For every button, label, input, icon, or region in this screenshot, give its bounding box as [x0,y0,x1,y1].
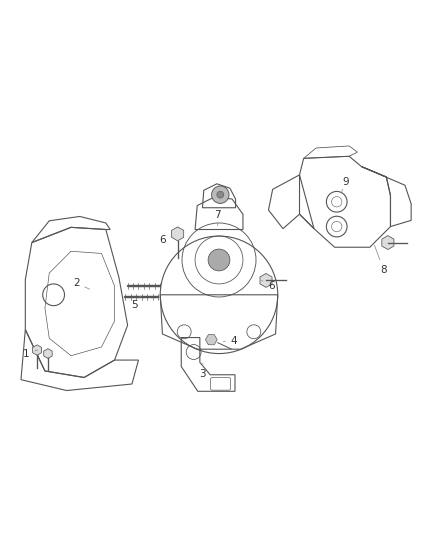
Text: 6: 6 [261,280,275,291]
Text: 9: 9 [342,176,349,192]
Polygon shape [260,273,272,287]
Circle shape [208,249,230,271]
Text: 8: 8 [374,245,387,275]
Text: 7: 7 [214,210,221,225]
Polygon shape [382,236,394,249]
Circle shape [212,186,229,204]
Polygon shape [205,335,217,345]
Text: 5: 5 [131,296,141,310]
Text: 4: 4 [223,336,237,346]
Text: 3: 3 [200,363,206,379]
Polygon shape [172,227,184,241]
Text: 6: 6 [159,236,172,245]
Text: 2: 2 [73,278,89,289]
Polygon shape [32,345,42,356]
Circle shape [217,191,224,198]
Polygon shape [44,349,52,358]
Text: 1: 1 [23,349,38,359]
